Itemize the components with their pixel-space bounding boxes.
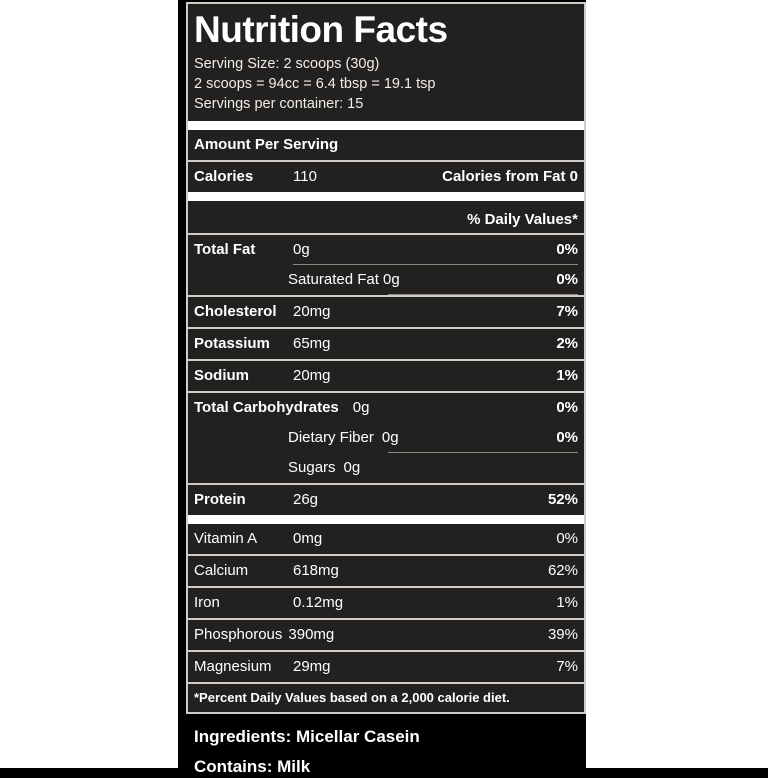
nutrient-row: Protein 26g 52% — [188, 485, 584, 515]
nutrient-name: Cholesterol — [194, 302, 277, 322]
nutrient-percent: 0% — [556, 398, 578, 418]
value-underline — [388, 294, 578, 295]
micronutrient-row: Calcium 618mg 62% — [188, 556, 584, 586]
micronutrient-row: Magnesium 29mg 7% — [188, 652, 584, 682]
micronutrient-row: Phosphorous 390mg 39% — [188, 620, 584, 650]
calories-row: Calories 110 Calories from Fat 0 — [188, 162, 584, 192]
micronutrient-value: 29mg — [293, 657, 331, 677]
micronutrient-percent: 1% — [556, 593, 578, 613]
nutrient-percent: 52% — [548, 490, 578, 510]
calories-from-fat: Calories from Fat 0 — [442, 167, 578, 187]
serving-info: Serving Size: 2 scoops (30g) 2 scoops = … — [188, 54, 584, 121]
micronutrient-percent: 62% — [548, 561, 578, 581]
ingredients-text: Ingredients: Micellar Casein — [194, 726, 420, 748]
nutrient-percent: 1% — [556, 366, 578, 386]
nutrient-value: 0g — [382, 428, 399, 448]
nutrient-value: 26g — [293, 490, 318, 510]
nutrient-name: Protein — [194, 490, 246, 510]
nutrient-row: Total Carbohydrates 0g 0% — [188, 393, 584, 423]
daily-values-header: % Daily Values* — [188, 201, 584, 233]
micronutrient-name: Phosphorous — [194, 625, 282, 645]
nutrient-percent: 0% — [556, 270, 578, 290]
nutrient-rows: Total Fat 0g 0% Saturated Fat 0g 0% Cholester… — [188, 235, 584, 515]
micronutrient-value: 390mg — [288, 625, 334, 645]
nutrient-percent: 2% — [556, 334, 578, 354]
contains-allergen-text: Contains: Milk — [194, 756, 310, 778]
calories-label: Calories — [194, 167, 253, 187]
nutrient-name: Sugars — [288, 458, 336, 478]
nutrient-row: Sodium 20mg 1% — [188, 361, 584, 391]
micronutrient-value: 0mg — [293, 529, 322, 549]
nutrient-name: Saturated Fat 0g — [288, 270, 400, 290]
nutrient-value: 20mg — [293, 366, 331, 386]
micronutrient-value: 618mg — [293, 561, 339, 581]
nutrient-row: Saturated Fat 0g 0% — [188, 265, 584, 295]
micronutrient-percent: 39% — [548, 625, 578, 645]
micronutrient-percent: 0% — [556, 529, 578, 549]
nutrient-row: Total Fat 0g 0% — [188, 235, 584, 265]
amount-per-serving-row: Amount Per Serving — [188, 130, 584, 160]
nutrient-value: 0g — [344, 458, 361, 478]
micronutrient-value: 0.12mg — [293, 593, 343, 613]
nutrient-row: Sugars 0g — [188, 453, 584, 483]
micronutrient-row: Iron 0.12mg 1% — [188, 588, 584, 618]
nutrient-row: Cholesterol 20mg 7% — [188, 297, 584, 327]
amount-per-serving-label: Amount Per Serving — [194, 135, 338, 155]
nutrient-value: 0g — [293, 240, 310, 260]
micronutrient-rows: Vitamin A 0mg 0% Calcium 618mg 62% Iron 0.12mg 1… — [188, 524, 584, 682]
nutrient-percent: 7% — [556, 302, 578, 322]
nutrient-value: 0g — [353, 398, 370, 418]
nutrient-value: 65mg — [293, 334, 331, 354]
nutrition-facts-table: Nutrition Facts Serving Size: 2 scoops (… — [186, 2, 586, 714]
nutrient-name: Sodium — [194, 366, 249, 386]
micronutrient-name: Vitamin A — [194, 529, 257, 549]
section-divider-bar — [188, 121, 584, 130]
calories-value: 110 — [293, 167, 317, 187]
serving-equivalents-line: 2 scoops = 94cc = 6.4 tbsp = 19.1 tsp — [188, 74, 584, 94]
nutrient-percent: 0% — [556, 240, 578, 260]
section-divider-bar-3 — [188, 515, 584, 524]
nutrient-value: 20mg — [293, 302, 331, 322]
micronutrient-name: Iron — [194, 593, 220, 613]
serving-size-line: Serving Size: 2 scoops (30g) — [188, 54, 584, 74]
nutrient-row: Potassium 65mg 2% — [188, 329, 584, 359]
servings-per-container-line: Servings per container: 15 — [188, 94, 584, 114]
micronutrient-percent: 7% — [556, 657, 578, 677]
micronutrient-row: Vitamin A 0mg 0% — [188, 524, 584, 554]
section-divider-bar-2 — [188, 192, 584, 201]
micronutrient-name: Magnesium — [194, 657, 272, 677]
page-title: Nutrition Facts — [188, 4, 584, 54]
nutrient-row: Dietary Fiber 0g 0% — [188, 423, 584, 453]
nutrient-name: Potassium — [194, 334, 270, 354]
nutrient-name: Total Fat — [194, 240, 255, 260]
daily-value-footnote: *Percent Daily Values based on a 2,000 c… — [188, 684, 584, 712]
micronutrient-name: Calcium — [194, 561, 248, 581]
nutrient-name: Total Carbohydrates — [194, 398, 339, 418]
nutrition-label: Nutrition Facts Serving Size: 2 scoops (… — [178, 0, 586, 768]
nutrient-name: Dietary Fiber — [288, 428, 374, 448]
nutrient-percent: 0% — [556, 428, 578, 448]
